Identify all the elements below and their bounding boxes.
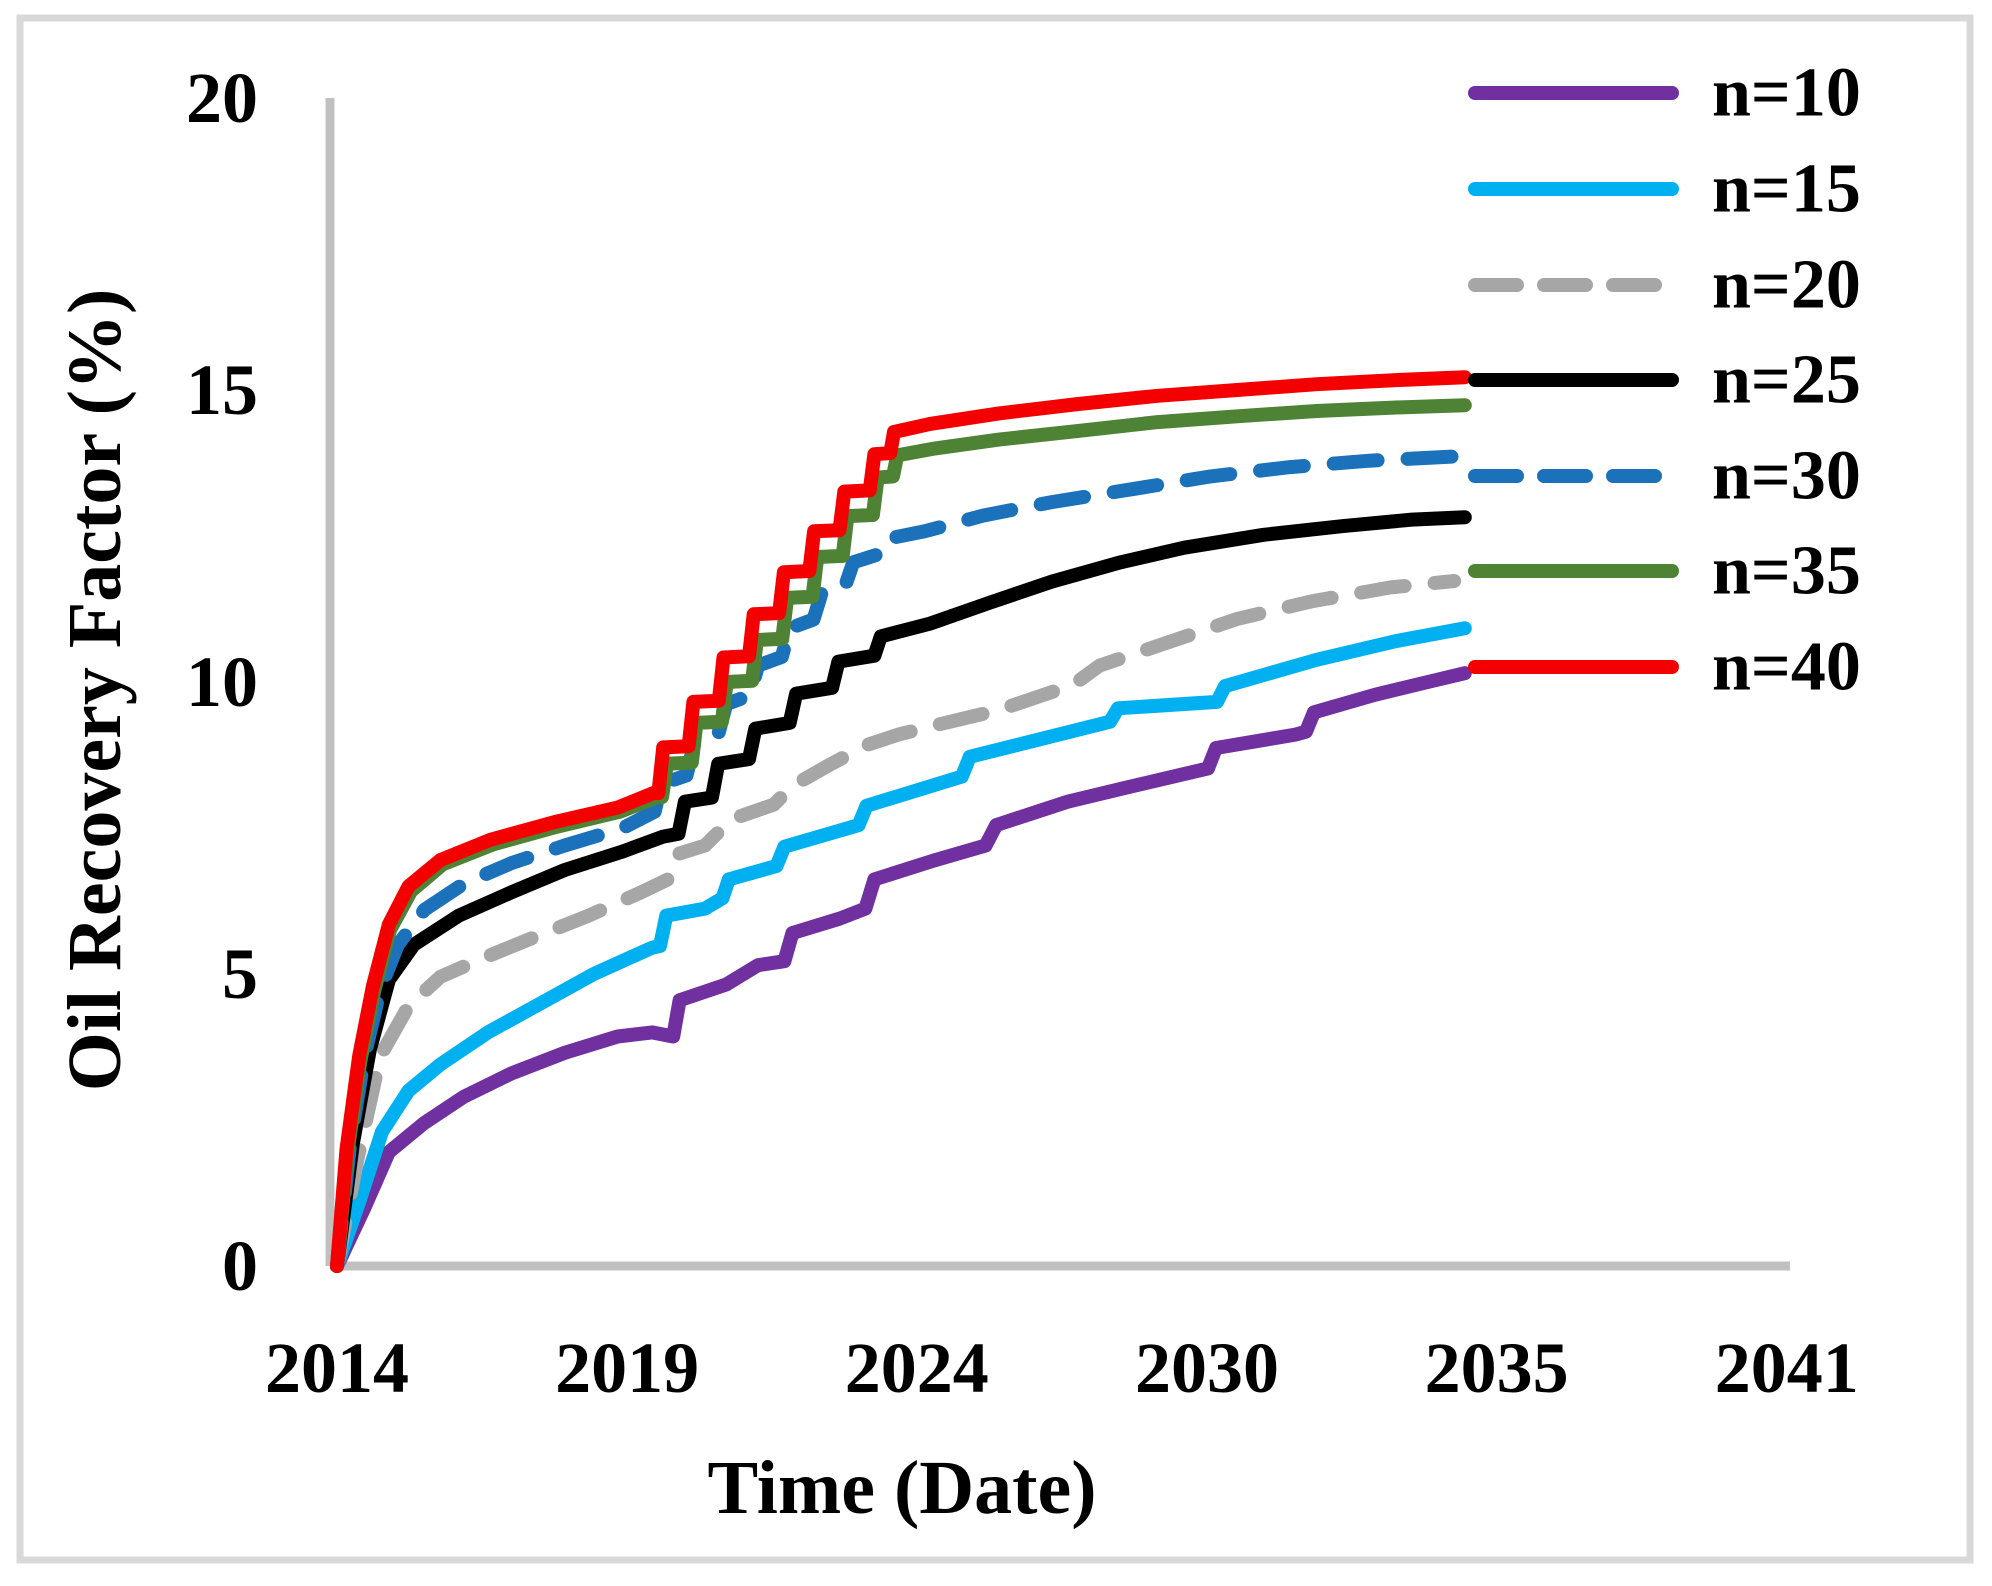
x-tick-label: 2019 — [555, 1328, 699, 1408]
legend-label: n=20 — [1712, 247, 1861, 324]
ticks-layer: 0 5 10 15 20 2014 2019 2024 2030 2035 2041 — [186, 58, 1859, 1408]
legend-item-n30: n=30 — [1468, 438, 1861, 515]
series-line-n10 — [330, 666, 1472, 1273]
legend-label: n=25 — [1712, 342, 1861, 419]
y-axis-title: Oil Recovery Factor (%) — [53, 289, 137, 1092]
x-tick-label: 2035 — [1425, 1328, 1569, 1408]
legend-label: n=30 — [1712, 438, 1861, 515]
legend-label: n=35 — [1712, 533, 1861, 610]
legend-label: n=15 — [1712, 151, 1861, 228]
legend-item-n10: n=10 — [1468, 55, 1861, 132]
series-line-n30 — [330, 449, 1472, 1273]
series-layer — [330, 370, 1472, 1273]
y-tick-label: 10 — [186, 642, 258, 722]
legend-item-n20: n=20 — [1468, 247, 1861, 324]
legend: n=10 n=15 n=20 n=25 n=30 n=35 n=40 — [1468, 55, 1861, 706]
legend-label: n=40 — [1712, 629, 1861, 706]
legend-label: n=10 — [1712, 55, 1861, 132]
series-line-n40 — [330, 370, 1472, 1273]
x-tick-label: 2014 — [265, 1328, 409, 1408]
legend-item-n25: n=25 — [1468, 342, 1861, 419]
series-line-n20 — [330, 574, 1462, 1273]
x-axis-title: Time (Date) — [707, 1446, 1096, 1530]
y-tick-label: 0 — [222, 1226, 258, 1306]
y-tick-label: 20 — [186, 58, 258, 138]
y-tick-label: 5 — [222, 934, 258, 1014]
x-tick-label: 2041 — [1715, 1328, 1859, 1408]
figure-border — [16, 14, 1974, 1564]
legend-item-n35: n=35 — [1468, 533, 1861, 610]
x-tick-label: 2030 — [1135, 1328, 1279, 1408]
x-tick-label: 2024 — [845, 1328, 989, 1408]
y-tick-label: 15 — [186, 350, 258, 430]
legend-item-n15: n=15 — [1468, 151, 1861, 228]
series-line-n25 — [330, 510, 1472, 1273]
series-line-n15 — [330, 621, 1472, 1273]
legend-item-n40: n=40 — [1468, 629, 1861, 706]
axes — [325, 98, 1790, 1271]
